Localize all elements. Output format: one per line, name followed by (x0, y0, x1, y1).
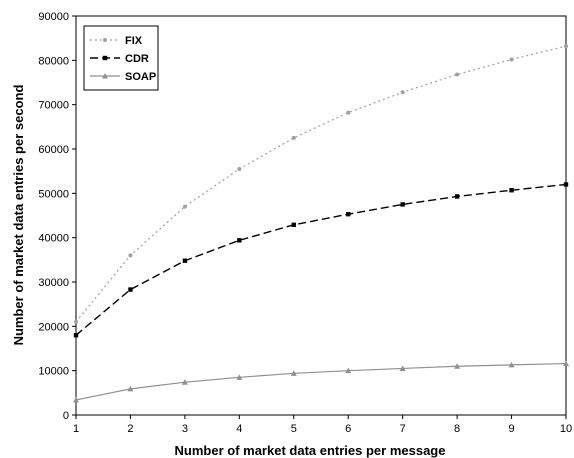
data-point-soap (290, 370, 297, 376)
data-point-fix (128, 253, 133, 258)
legend-item-soap: SOAP (90, 71, 156, 83)
y-tick-label: 90000 (38, 11, 69, 23)
x-axis: 1 2 3 4 5 6 7 8 9 10 (73, 415, 572, 435)
data-point-fix (291, 135, 296, 140)
x-tick-label: 10 (560, 423, 572, 435)
data-point-cdr (563, 182, 569, 187)
data-point-fix (237, 166, 242, 171)
data-point-soap (399, 365, 406, 371)
data-point-soap (508, 361, 515, 368)
data-point-cdr (128, 287, 133, 292)
data-point-fix (455, 72, 460, 77)
data-point-soap (127, 385, 134, 392)
y-tick-label: 20000 (38, 321, 69, 333)
y-tick-label: 10000 (38, 366, 69, 378)
data-point-cdr (400, 202, 405, 207)
legend-label-soap: SOAP (125, 71, 156, 83)
x-tick-label: 7 (400, 423, 406, 435)
x-tick-label: 6 (345, 423, 351, 435)
data-point-cdr (509, 188, 514, 193)
y-tick-label: 70000 (38, 100, 69, 112)
data-point-cdr (182, 258, 188, 263)
y-tick-label: 60000 (38, 144, 69, 156)
data-point-soap (563, 360, 569, 367)
data-point-fix (182, 204, 187, 209)
data-point-soap (236, 374, 243, 380)
legend-marker-fix (103, 38, 107, 42)
series-group (73, 44, 569, 403)
x-tick-label: 5 (291, 423, 297, 435)
data-point-fix (564, 44, 568, 49)
series-fix (74, 44, 568, 324)
data-point-soap (73, 396, 79, 403)
y-tick-label: 40000 (38, 233, 69, 245)
x-tick-label: 1 (73, 423, 79, 435)
legend-item-fix: FIX (90, 35, 143, 47)
y-tick-label: 30000 (38, 277, 69, 289)
data-point-cdr (454, 194, 460, 199)
x-tick-label: 3 (182, 423, 188, 435)
data-point-fix (400, 90, 405, 95)
data-point-cdr (291, 222, 296, 228)
data-point-fix (509, 57, 514, 62)
legend-marker-soap (102, 73, 108, 79)
data-point-fix (74, 319, 78, 324)
series-soap (73, 360, 569, 403)
data-point-soap (345, 367, 352, 374)
legend-item-cdr: CDR (90, 53, 149, 65)
x-axis-title: Number of market data entries per messag… (175, 443, 446, 458)
x-tick-label: 8 (454, 423, 460, 435)
x-tick-label: 2 (127, 423, 133, 435)
data-point-cdr (346, 211, 351, 217)
series-cdr (73, 182, 569, 338)
data-point-soap (454, 363, 461, 369)
y-axis: 0 10000 20000 30000 40000 50000 60000 70000 8000… (38, 11, 76, 422)
data-point-cdr (73, 333, 79, 338)
y-axis-title: Number of market data entries per second (11, 85, 26, 346)
legend-marker-cdr (102, 55, 108, 61)
legend-label-cdr: CDR (125, 53, 149, 65)
legend: FIX CDR SOAP (83, 25, 159, 91)
y-tick-label: 50000 (38, 188, 69, 200)
data-point-cdr (237, 238, 242, 243)
y-tick-label: 0 (63, 410, 69, 422)
data-point-soap (181, 379, 188, 385)
series-line-soap (75, 362, 567, 401)
series-line-cdr (75, 183, 567, 336)
legend-label-fix: FIX (125, 35, 143, 47)
x-tick-label: 9 (508, 423, 514, 435)
data-point-fix (346, 110, 351, 115)
x-tick-label: 4 (236, 423, 242, 435)
series-line-fix (75, 45, 567, 323)
y-tick-label: 80000 (38, 55, 69, 67)
